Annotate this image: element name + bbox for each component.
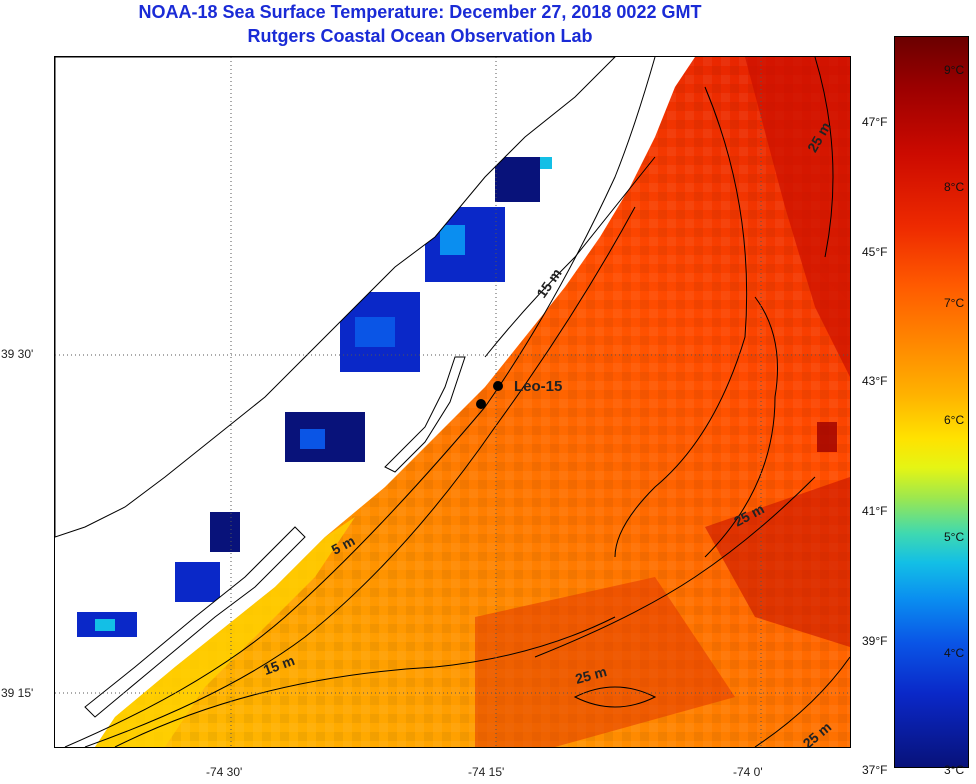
cb-celsius-5: 5°C	[944, 530, 965, 544]
cb-celsius-9: 9°C	[944, 63, 965, 77]
lon-label-74-15: -74 15'	[468, 765, 505, 779]
cb-fahrenheit-43: 43°F	[862, 374, 888, 388]
lat-label-39-15: 39 15'	[1, 686, 34, 700]
map-subtitle: Rutgers Coastal Ocean Observation Lab	[247, 26, 593, 46]
bathymetry-contours	[64, 57, 850, 747]
map-title: NOAA-18 Sea Surface Temperature: Decembe…	[138, 2, 702, 22]
cb-fahrenheit-37: 37°F	[862, 763, 888, 777]
cb-celsius-3: 3°C	[944, 763, 965, 777]
cb-celsius-7: 7°C	[944, 296, 965, 310]
cb-celsius-8: 8°C	[944, 180, 965, 194]
station-marker-1[interactable]	[476, 399, 486, 409]
station-label: Leo-15	[514, 378, 563, 395]
sst-map[interactable]: 15 m 5 m 15 m 25 m 25 m 25 m 25 m Leo-15	[54, 56, 851, 748]
cb-fahrenheit-47: 47°F	[862, 115, 888, 129]
coastline	[55, 57, 616, 718]
temperature-colorbar	[894, 36, 969, 768]
cb-fahrenheit-39: 39°F	[862, 634, 888, 648]
cb-fahrenheit-45: 45°F	[862, 245, 888, 259]
station-marker-2[interactable]	[493, 381, 503, 391]
lon-label-74-30: -74 30'	[206, 765, 243, 779]
graticule	[55, 57, 850, 747]
sst-map-canvas	[55, 57, 850, 747]
cb-celsius-4: 4°C	[944, 646, 965, 660]
lon-label-74-0: -74 0'	[733, 765, 763, 779]
cb-celsius-6: 6°C	[944, 413, 965, 427]
cb-fahrenheit-41: 41°F	[862, 504, 888, 518]
lat-label-39-30: 39 30'	[1, 347, 34, 361]
